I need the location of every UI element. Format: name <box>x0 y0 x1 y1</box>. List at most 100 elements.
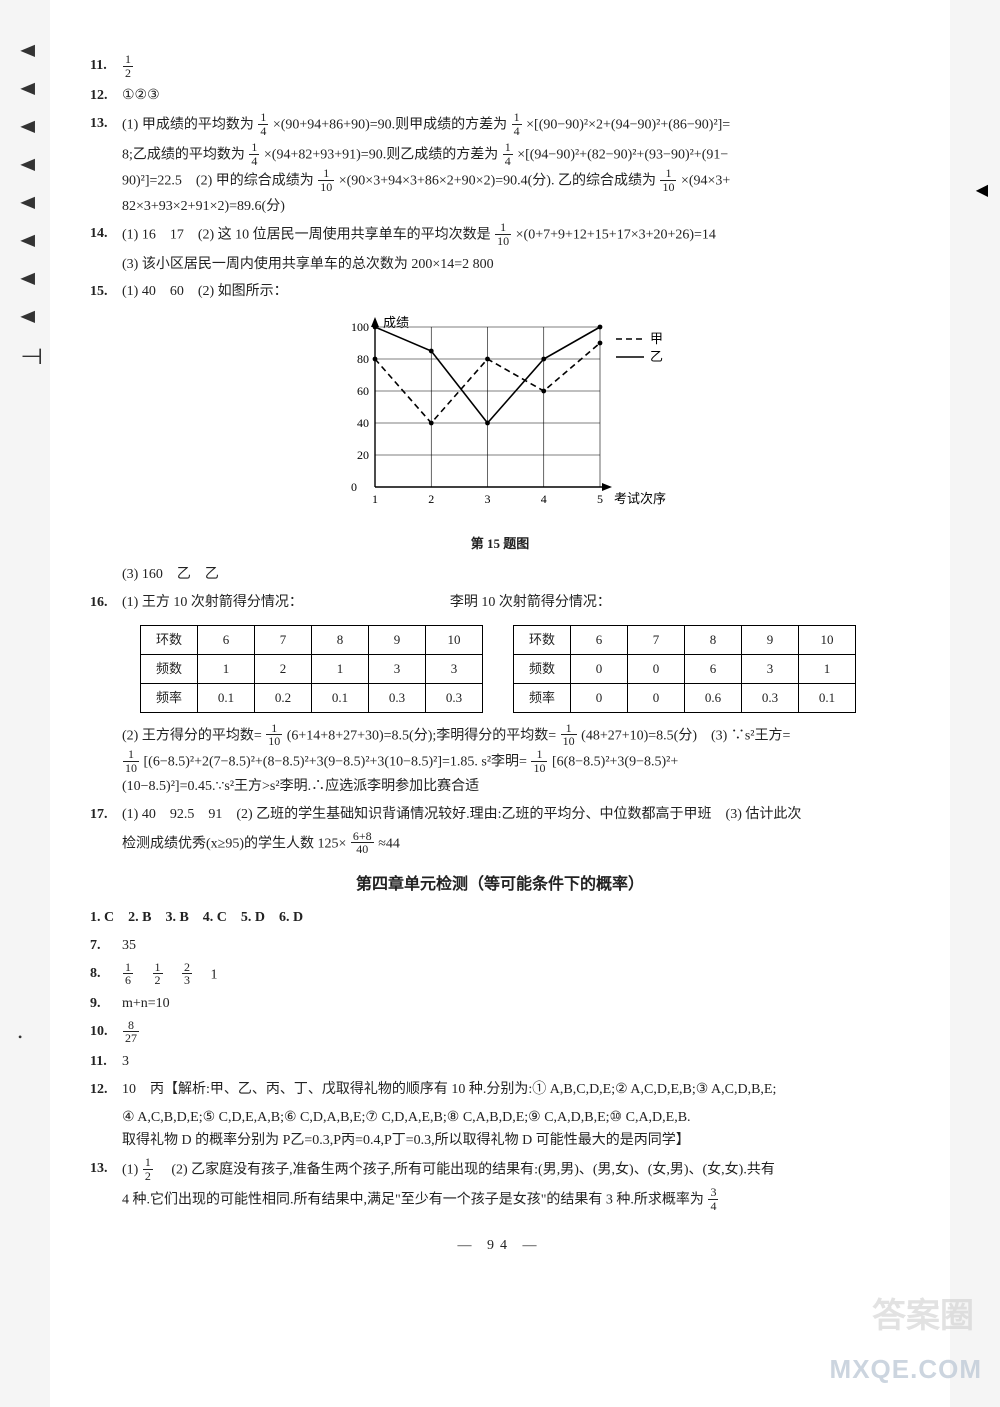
svg-text:考试次序: 考试次序 <box>614 491 666 506</box>
svg-text:20: 20 <box>357 448 369 462</box>
triangle-mark: ◀ <box>20 230 42 250</box>
fraction: 14 <box>258 111 268 137</box>
question-12: 12. ①②③ <box>90 84 910 108</box>
text: (2) 乙家庭没有孩子,准备生两个孩子,所有可能出现的结果有:(男,男)、(男,… <box>157 1163 775 1178</box>
text: 8;乙成绩的平均数为 <box>122 147 245 162</box>
page-content: 11. 12 12. ①②③ 13. (1) 甲成绩的平均数为 14 ×(90+… <box>50 0 950 1407</box>
fraction: 14 <box>503 141 513 167</box>
table-wangfang: 环数678910频数12133频率0.10.20.10.30.3 <box>140 621 483 717</box>
dot-mark: • <box>18 1030 22 1045</box>
p4-q11: 11. 3 <box>90 1050 910 1074</box>
p4-q7: 7. 35 <box>90 934 910 958</box>
svg-text:4: 4 <box>541 492 547 506</box>
q16-cont: (10−8.5)²]=0.45.∵s²王方>s²李明.∴应选派李明参加比赛合适 <box>90 775 910 799</box>
q-body: 12 <box>122 54 910 80</box>
q15-chart: 20406080100123450成绩考试次序甲乙 第 15 题图 <box>90 312 910 555</box>
q-number: 12. <box>90 1078 122 1102</box>
fraction: 110 <box>318 167 334 193</box>
q-number: 13. <box>90 112 122 138</box>
text: ×[(90−90)²×2+(94−90)²+(86−90)²]= <box>526 117 730 132</box>
q-number: 17. <box>90 803 122 827</box>
fraction: 110 <box>123 748 139 774</box>
q-number: 7. <box>90 934 122 958</box>
q-body: m+n=10 <box>122 992 910 1016</box>
fraction: 12 <box>143 1156 153 1182</box>
fraction: 827 <box>123 1019 139 1045</box>
q-body: 16 12 23 1 <box>122 962 910 988</box>
q1-6-answers: 1. C 2. B 3. B 4. C 5. D 6. D <box>90 906 910 930</box>
text: ×[(94−90)²+(82−90)²+(93−90)²+(91− <box>517 147 728 162</box>
triangle-mark: ◀ <box>20 268 42 288</box>
triangle-mark: ◀ <box>20 40 42 60</box>
q13-cont: 82×3+93×2+91×2)=89.6(分) <box>90 195 910 219</box>
text: 4 种.它们出现的可能性相同.所有结果中,满足"至少有一个孩子是女孩"的结果有 … <box>122 1193 704 1208</box>
q14-cont: (3) 该小区居民一周内使用共享单车的总次数为 200×14=2 800 <box>90 253 910 277</box>
fraction: 23 <box>182 961 192 987</box>
svg-text:成绩: 成绩 <box>383 315 409 330</box>
svg-text:3: 3 <box>485 492 491 506</box>
fraction: 34 <box>708 1186 718 1212</box>
q-number: 10. <box>90 1020 122 1046</box>
left-margin-marks: ◀ ◀ ◀ ◀ ◀ ◀ ◀ ◀ ⊣ <box>22 40 40 388</box>
watermark-url: MXQE.COM <box>830 1354 982 1385</box>
q-number: 12. <box>90 84 122 108</box>
p4-q9: 9. m+n=10 <box>90 992 910 1016</box>
q-body: (1) 16 17 (2) 这 10 位居民一周使用共享单车的平均次数是 110… <box>122 222 910 248</box>
svg-text:40: 40 <box>357 416 369 430</box>
fraction: 110 <box>561 722 577 748</box>
triangle-mark: ◀ <box>20 306 42 326</box>
p4-q13-cont: 4 种.它们出现的可能性相同.所有结果中,满足"至少有一个孩子是女孩"的结果有 … <box>90 1187 910 1213</box>
q-body: (1) 40 60 (2) 如图所示： <box>122 280 910 304</box>
q16-cont: 110 [(6−8.5)²+2(7−8.5)²+(8−8.5)²+3(9−8.5… <box>90 749 910 775</box>
text: 90)²]=22.5 (2) 甲的综合成绩为 <box>122 174 314 189</box>
q-body: (1) 甲成绩的平均数为 14 ×(90+94+86+90)=90.则甲成绩的方… <box>122 112 910 138</box>
question-16: 16. (1) 王方 10 次射箭得分情况： 李明 10 次射箭得分情况： <box>90 591 910 615</box>
fraction: 16 <box>123 961 133 987</box>
svg-text:甲: 甲 <box>650 331 663 346</box>
q-body: 10 丙【解析:甲、乙、丙、丁、戊取得礼物的顺序有 10 种.分别为:① A,B… <box>122 1078 910 1102</box>
q-number: 15. <box>90 280 122 304</box>
section-heading: 第四章单元检测（等可能条件下的概率） <box>90 871 910 898</box>
svg-text:1: 1 <box>372 492 378 506</box>
question-15: 15. (1) 40 60 (2) 如图所示： <box>90 280 910 304</box>
text: ≈44 <box>378 836 400 851</box>
q-body: 3 <box>122 1050 910 1074</box>
q-body: 35 <box>122 934 910 958</box>
chart-caption: 第 15 题图 <box>90 533 910 555</box>
q17-cont: 检测成绩优秀(x≥95)的学生人数 125× 6+840 ≈44 <box>90 831 910 857</box>
text: (2) 王方得分的平均数= <box>122 728 262 743</box>
text: ×(94+82+93+91)=90.则乙成绩的方差为 <box>264 147 498 162</box>
svg-text:60: 60 <box>357 384 369 398</box>
q-number: 14. <box>90 222 122 248</box>
question-17: 17. (1) 40 92.5 91 (2) 乙班的学生基础知识背诵情况较好.理… <box>90 803 910 827</box>
p4-q12-cont: 取得礼物 D 的概率分别为 P乙=0.3,P丙=0.4,P丁=0.3,所以取得礼… <box>90 1129 910 1153</box>
data-table: 环数678910频数00631频率000.60.30.1 <box>513 625 856 713</box>
svg-text:0: 0 <box>351 480 357 494</box>
q13-cont: 8;乙成绩的平均数为 14 ×(94+82+93+91)=90.则乙成绩的方差为… <box>90 142 910 168</box>
fraction: 12 <box>123 53 133 79</box>
q-number: 11. <box>90 54 122 80</box>
q-number: 11. <box>90 1050 122 1074</box>
p4-q8: 8. 16 12 23 1 <box>90 962 910 988</box>
question-11: 11. 12 <box>90 54 910 80</box>
fraction: 6+840 <box>351 830 374 856</box>
q-number: 16. <box>90 591 122 615</box>
triangle-mark: ◀ <box>20 116 42 136</box>
svg-text:100: 100 <box>351 320 369 334</box>
fraction: 14 <box>512 111 522 137</box>
q-number: 8. <box>90 962 122 988</box>
text: ×(94×3+ <box>681 174 730 189</box>
svg-text:5: 5 <box>597 492 603 506</box>
text: ×(90+94+86+90)=90.则甲成绩的方差为 <box>273 117 507 132</box>
bracket-mark: ⊣ <box>20 344 42 370</box>
q-number: 13. <box>90 1157 122 1183</box>
q-body: ①②③ <box>122 84 910 108</box>
text: (1) 王方 10 次射箭得分情况： <box>122 595 303 610</box>
q13-cont: 90)²]=22.5 (2) 甲的综合成绩为 110 ×(90×3+94×3+8… <box>90 168 910 194</box>
fraction: 110 <box>660 167 676 193</box>
q-number: 9. <box>90 992 122 1016</box>
svg-text:80: 80 <box>357 352 369 366</box>
text: ×(90×3+94×3+86×2+90×2)=90.4(分). 乙的综合成绩为 <box>339 174 656 189</box>
text: 李明 10 次射箭得分情况： <box>450 595 611 610</box>
q-body: (1) 12 (2) 乙家庭没有孩子,准备生两个孩子,所有可能出现的结果有:(男… <box>122 1157 910 1183</box>
